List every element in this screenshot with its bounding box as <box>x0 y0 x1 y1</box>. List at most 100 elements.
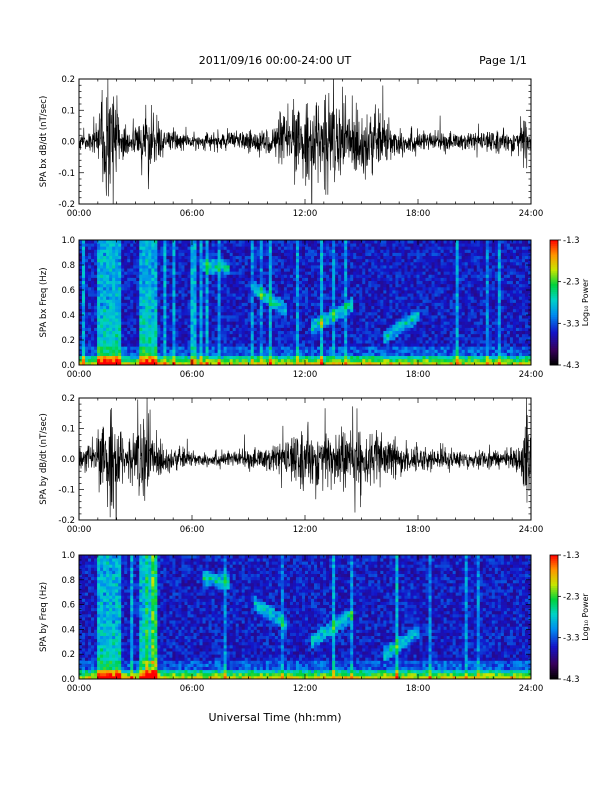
spectrogram-cell <box>130 340 134 344</box>
spectrogram-cell <box>169 336 173 341</box>
spectrogram-cell <box>217 290 222 294</box>
spectrogram-cell <box>193 296 197 300</box>
spectrogram-cell <box>377 268 381 272</box>
spectrogram-cell <box>169 277 173 282</box>
spectrogram-cell <box>335 246 339 250</box>
spectrogram-cell <box>440 283 445 288</box>
spectrogram-cell <box>79 330 83 335</box>
spectrogram-cell <box>202 255 206 260</box>
spectrogram-cell <box>181 249 185 253</box>
spectrogram-cell <box>298 308 303 313</box>
spectrogram-cell <box>368 302 372 307</box>
spectrogram-cell <box>353 308 357 313</box>
spectrogram-cell <box>395 271 399 275</box>
spectrogram-cell <box>428 333 432 338</box>
spectrogram-cell <box>301 252 306 257</box>
spectrogram-cell <box>214 324 219 328</box>
spectrogram-cell <box>265 290 270 294</box>
spectrogram-cell <box>178 243 182 247</box>
spectrogram-cell <box>377 340 381 344</box>
spectrogram-cell <box>298 246 303 250</box>
spectrogram-cell <box>121 315 125 319</box>
spectrogram-cell <box>121 343 125 347</box>
spectrogram-cell <box>317 302 321 307</box>
spectrogram-cell <box>356 258 360 263</box>
spectrogram-cell <box>386 265 390 269</box>
spectrogram-cell <box>232 305 237 310</box>
spectrogram-cell <box>91 290 95 294</box>
spectrogram-cell <box>262 302 267 307</box>
spectrogram-cell <box>118 280 122 285</box>
spectrogram-cell <box>356 340 360 344</box>
spectrogram-cell <box>289 283 294 288</box>
spectrogram-cell <box>341 343 345 347</box>
spectrogram-cell <box>335 361 339 365</box>
spectrogram-cell <box>338 293 342 297</box>
spectrogram-cell <box>121 299 125 303</box>
spectrogram-cell <box>431 324 435 328</box>
spectrogram-cell <box>166 299 170 303</box>
spectrogram-cell <box>118 246 122 250</box>
spectrogram-cell <box>262 333 267 338</box>
spectrogram-cell <box>413 249 417 253</box>
spectrogram-cell <box>133 243 137 247</box>
spectrogram-cell <box>332 265 336 269</box>
spectrogram-cell <box>398 296 402 300</box>
spectrogram-cell <box>235 240 240 244</box>
spectrogram-cell <box>332 249 336 253</box>
spectrogram-cell <box>314 293 318 297</box>
spectrogram-cell <box>169 265 173 269</box>
spectrogram-cell <box>160 286 164 291</box>
spectrogram-cell <box>308 318 312 322</box>
spectrogram-cell <box>374 355 378 360</box>
spectrogram-cell <box>407 321 411 325</box>
spectrogram-cell <box>371 286 375 291</box>
spectrogram-cell <box>127 290 131 294</box>
spectrogram-cell <box>329 240 333 244</box>
spectrogram-cell <box>347 293 351 297</box>
spectrogram-cell <box>389 258 393 263</box>
spectrogram-cell <box>241 265 246 269</box>
spectrogram-cell <box>274 268 279 272</box>
spectrogram-cell <box>404 277 408 282</box>
spectrogram-cell <box>371 274 375 278</box>
spectrogram-cell <box>380 358 384 363</box>
spectrogram-cell <box>211 343 215 347</box>
spectrogram-cell <box>259 361 264 365</box>
spectrogram-cell <box>118 349 122 353</box>
spectrogram-cell <box>235 277 240 282</box>
spectrogram-cell <box>265 343 270 347</box>
spectrogram-cell <box>407 286 411 291</box>
spectrogram-cell <box>434 311 438 316</box>
spectrogram-cell <box>211 246 215 250</box>
spectrogram-cell <box>371 302 375 307</box>
spectrogram-cell <box>295 252 300 257</box>
spectrogram-cell <box>157 330 161 335</box>
spectrogram-cell <box>323 330 327 335</box>
spectrogram-cell <box>286 361 291 365</box>
spectrogram-cell <box>184 318 188 322</box>
spectrogram-cell <box>338 246 342 250</box>
spectrogram-cell <box>97 315 101 319</box>
spectrogram-cell <box>145 283 149 288</box>
spectrogram-cell <box>91 324 95 328</box>
spectrogram-cell <box>115 290 119 294</box>
spectrogram-cell <box>139 240 143 244</box>
spectrogram-cell <box>344 315 348 319</box>
spectrogram-cell <box>79 321 83 325</box>
spectrogram-cell <box>437 340 441 344</box>
spectrogram-cell <box>118 249 122 253</box>
spectrogram-cell <box>166 330 170 335</box>
spectrogram-cell <box>109 346 113 350</box>
spectrogram-cell <box>97 358 101 363</box>
spectrogram-cell <box>196 315 200 319</box>
spectrogram-cell <box>311 349 315 353</box>
spectrogram-cell <box>217 274 222 278</box>
spectrogram-cell <box>193 268 197 272</box>
spectrogram-cell <box>151 258 155 263</box>
spectrogram-cell <box>202 311 206 316</box>
spectrogram-cell <box>103 324 107 328</box>
spectrogram-cell <box>404 293 408 297</box>
spectrogram-cell <box>365 343 369 347</box>
spectrogram-cell <box>238 311 243 316</box>
